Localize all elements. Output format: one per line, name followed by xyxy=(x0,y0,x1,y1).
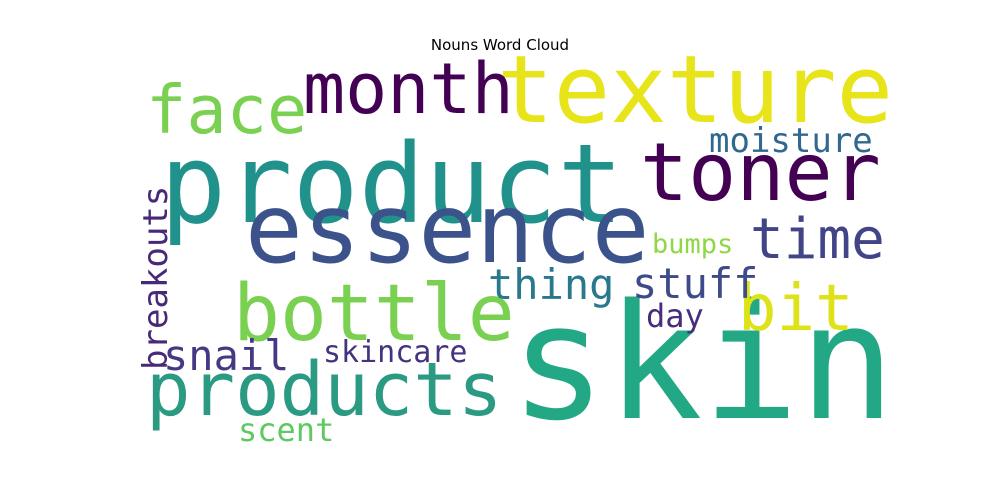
chart-title: Nouns Word Cloud xyxy=(430,36,570,54)
word-bit: bit xyxy=(738,272,854,346)
word-thing: thing xyxy=(488,260,614,309)
word-bumps: bumps xyxy=(652,229,733,260)
word-time: time xyxy=(750,207,885,272)
word-skincare: skincare xyxy=(323,335,468,370)
word-stuff: stuff xyxy=(632,259,758,308)
word-moisture: moisture xyxy=(709,121,873,161)
word-scent: scent xyxy=(238,411,334,449)
word-product: product xyxy=(160,120,624,248)
word-toner: toner xyxy=(640,126,881,219)
word-breakouts: breakouts xyxy=(136,186,176,370)
word-day: day xyxy=(646,297,704,335)
word-snail: snail xyxy=(163,331,289,380)
word-essence: essence xyxy=(245,173,650,285)
word-month: month xyxy=(303,48,514,130)
word-products: products xyxy=(146,347,502,433)
word-face: face xyxy=(146,71,307,149)
word-texture: texture xyxy=(497,36,893,145)
word-skin: skin xyxy=(510,269,895,456)
word-bottle: bottle xyxy=(233,269,515,359)
